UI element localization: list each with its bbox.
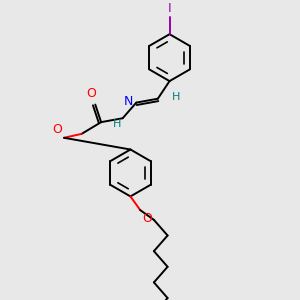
Text: I: I <box>168 2 171 15</box>
Text: H: H <box>172 92 180 102</box>
Text: O: O <box>142 212 152 225</box>
Text: H: H <box>113 119 122 129</box>
Text: N: N <box>124 95 134 108</box>
Text: O: O <box>86 87 96 100</box>
Text: O: O <box>52 123 62 136</box>
